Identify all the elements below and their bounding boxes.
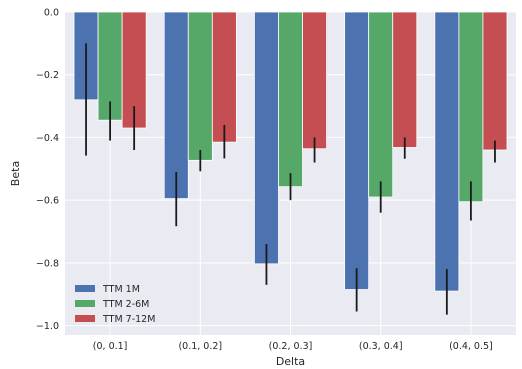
y-tick-label: −1.0: [36, 321, 59, 332]
y-tick-label: −0.8: [36, 258, 59, 269]
x-tick-label: (0.1, 0.2]: [178, 341, 222, 352]
bar: [254, 11, 279, 265]
y-tick-label: 0.0: [44, 8, 59, 19]
bar: [392, 11, 418, 148]
bar: [211, 11, 237, 143]
legend-label: TTM 2-6M: [102, 299, 149, 310]
x-tick-label: (0, 0.1]: [93, 341, 128, 352]
y-axis-label: Beta: [9, 161, 22, 186]
legend: TTM 1M TTM 2-6M TTM 7-12M: [75, 284, 155, 325]
legend-swatch: [75, 285, 95, 292]
error-bars: [85, 43, 496, 315]
y-tick-labels: 0.0 −0.2 −0.4 −0.6 −0.8 −1.0: [36, 8, 59, 333]
y-tick-label: −0.4: [36, 133, 59, 144]
bar: [368, 11, 394, 198]
bar: [458, 11, 484, 203]
x-tick-label: (0.2, 0.3]: [269, 341, 313, 352]
bar: [344, 11, 370, 290]
bars: [73, 11, 508, 292]
y-tick-label: −0.2: [36, 70, 59, 81]
bar: [187, 11, 213, 161]
legend-swatch: [75, 300, 95, 307]
y-tick-label: −0.6: [36, 196, 59, 207]
legend-label: TTM 1M: [102, 284, 140, 295]
bar: [302, 11, 327, 150]
legend-swatch: [75, 315, 95, 322]
x-tick-labels: (0, 0.1] (0.1, 0.2] (0.2, 0.3] (0.3, 0.4] (0…: [93, 341, 493, 352]
x-tick-label: (0.4, 0.5]: [449, 341, 493, 352]
bar: [278, 11, 303, 188]
x-axis-label: Delta: [276, 355, 305, 368]
legend-label: TTM 7-12M: [102, 314, 155, 325]
bar: [482, 11, 508, 151]
bar: [163, 11, 189, 199]
bar: [434, 11, 460, 292]
x-tick-label: (0.3, 0.4]: [359, 341, 403, 352]
